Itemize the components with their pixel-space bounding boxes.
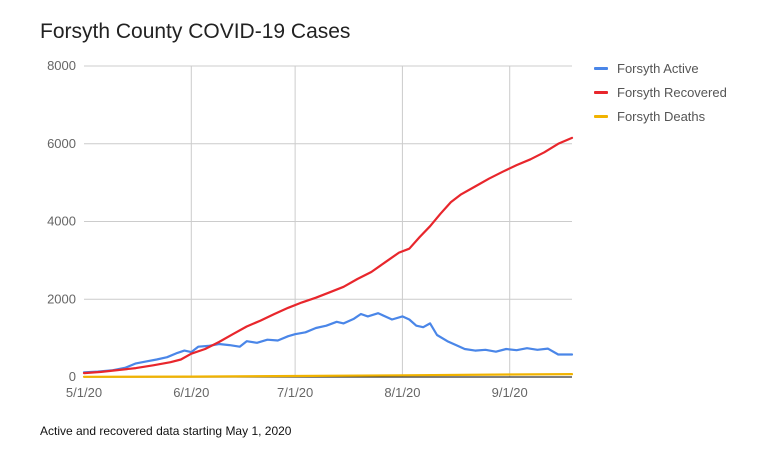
series-line-forsyth-recovered — [82, 136, 574, 375]
chart-footnote: Active and recovered data starting May 1… — [40, 424, 292, 438]
y-tick-label: 2000 — [47, 291, 76, 306]
legend-swatch — [594, 90, 608, 94]
x-tick-label: 7/1/20 — [277, 385, 313, 400]
legend-label: Forsyth Deaths — [617, 108, 706, 124]
series-line-forsyth-active — [82, 312, 574, 374]
y-tick-label: 0 — [69, 369, 76, 384]
legend-item: Forsyth Deaths — [594, 104, 727, 128]
chart-title: Forsyth County COVID-19 Cases — [40, 20, 351, 43]
legend-label: Forsyth Recovered — [617, 84, 727, 100]
x-tick-label: 6/1/20 — [173, 385, 209, 400]
legend-swatch — [594, 114, 608, 118]
x-tick-label: 9/1/20 — [492, 385, 528, 400]
legend-label: Forsyth Active — [617, 60, 699, 76]
y-tick-label: 8000 — [47, 58, 76, 73]
y-tick-label: 4000 — [47, 214, 76, 229]
series-line-forsyth-deaths — [82, 373, 574, 378]
chart-legend: Forsyth Active Forsyth Recovered Forsyth D… — [594, 56, 727, 128]
y-tick-label: 6000 — [47, 136, 76, 151]
x-tick-label: 8/1/20 — [384, 385, 420, 400]
x-tick-label: 5/1/20 — [66, 385, 102, 400]
legend-swatch — [594, 66, 608, 70]
legend-item: Forsyth Active — [594, 56, 727, 80]
legend-item: Forsyth Recovered — [594, 80, 727, 104]
